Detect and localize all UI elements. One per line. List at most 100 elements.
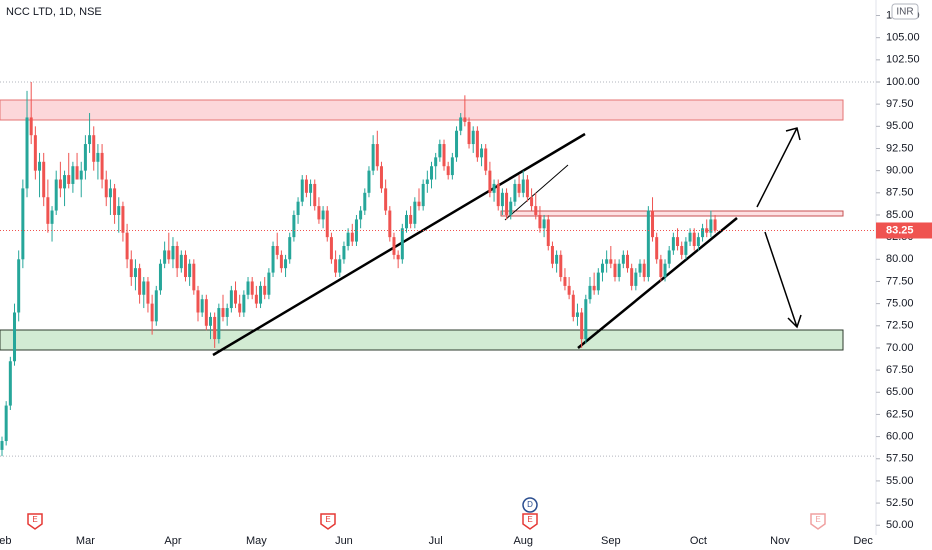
candle-body: [617, 263, 621, 278]
candle-body: [659, 259, 663, 278]
candle-body: [713, 219, 717, 231]
candle-body: [346, 232, 350, 247]
x-tick-label: Aug: [513, 535, 533, 547]
y-tick-label: 65.00: [886, 386, 914, 398]
y-tick-label: 92.50: [886, 142, 914, 154]
candle-body: [4, 405, 8, 442]
x-tick-label: Apr: [164, 535, 181, 547]
last-price-box: [876, 222, 932, 239]
event-icon: E: [27, 513, 43, 530]
candle-body: [646, 210, 650, 278]
candle-body: [563, 277, 567, 286]
candle-body: [33, 135, 37, 171]
x-tick-label: Feb: [0, 535, 11, 547]
candle-body: [275, 246, 279, 255]
event-icon: E: [522, 513, 538, 530]
candle-body: [404, 214, 408, 229]
candle-body: [596, 272, 600, 291]
candle-body: [29, 117, 33, 136]
candle-body: [142, 281, 146, 295]
last-price-label: 83.25: [886, 224, 914, 236]
candle-body: [471, 130, 475, 145]
y-tick-label: 67.50: [886, 364, 914, 376]
candle-body: [621, 254, 625, 264]
candle-body: [192, 263, 196, 291]
candle-body: [642, 263, 646, 278]
candle-body: [384, 188, 388, 211]
candle-body: [388, 210, 392, 238]
candle-body: [400, 228, 404, 260]
candle-body: [550, 246, 554, 264]
y-tick-label: 102.50: [886, 54, 920, 66]
candle-body: [542, 219, 546, 229]
x-tick-label: Nov: [770, 535, 790, 547]
candle-body: [96, 152, 100, 162]
event-letter: E: [325, 515, 330, 524]
candle-body: [196, 290, 200, 313]
candle-body: [25, 117, 29, 189]
candle-body: [8, 361, 12, 406]
candle-body: [534, 206, 538, 215]
y-tick-label: 60.00: [886, 431, 914, 443]
candle-body: [696, 237, 700, 247]
y-tick-label: 57.50: [886, 453, 914, 465]
candle-body: [0, 441, 4, 450]
event-letter: E: [32, 515, 37, 524]
candle-body: [413, 201, 417, 224]
y-tick-label: 72.50: [886, 320, 914, 332]
candle-body: [108, 188, 112, 198]
event-badge: [27, 513, 43, 530]
candle-body: [538, 214, 542, 229]
candle-body: [313, 183, 317, 207]
candle-body: [480, 148, 484, 158]
event-icon: E: [320, 513, 336, 530]
event-badge: [810, 513, 826, 530]
candle-body: [158, 263, 162, 291]
candle-body: [238, 303, 242, 313]
y-tick-label: 70.00: [886, 342, 914, 354]
candle-body: [67, 175, 71, 184]
candle-body: [104, 179, 108, 198]
candle-body: [567, 285, 571, 295]
candle-body: [17, 259, 21, 313]
candle-body: [129, 259, 133, 278]
event-badge: [522, 513, 538, 530]
candle-body: [663, 263, 667, 278]
candle-body: [367, 170, 371, 193]
candle-body: [488, 170, 492, 193]
candle-body: [425, 179, 429, 184]
candle-body: [459, 117, 463, 131]
y-tick-label: 87.50: [886, 187, 914, 199]
candle-body: [634, 272, 638, 286]
candle-body: [50, 210, 54, 224]
breakout-zone: [500, 210, 844, 217]
candle-body: [63, 175, 67, 189]
candle-body: [363, 192, 367, 211]
candle-body: [317, 206, 321, 220]
candle-body: [325, 210, 329, 238]
candle-body: [684, 241, 688, 255]
candle-body: [521, 179, 525, 193]
candle-body: [575, 312, 579, 317]
candle-body: [571, 294, 575, 317]
candle-body: [213, 316, 217, 340]
candle-body: [300, 179, 304, 202]
trend-line: [212, 132, 586, 357]
candle-body: [342, 246, 346, 260]
event-icon: E: [810, 513, 826, 530]
candle-body: [292, 214, 296, 238]
candle-body: [250, 281, 254, 295]
candle-body: [225, 308, 229, 317]
arrow-down: [764, 231, 802, 329]
candle-body: [379, 166, 383, 189]
candle-body: [150, 303, 154, 322]
candle-body: [600, 263, 604, 273]
candle-body: [421, 183, 425, 207]
candle-body: [676, 237, 680, 247]
y-tick-label: 90.00: [886, 165, 914, 177]
candle-body: [171, 246, 175, 260]
candle-body: [259, 285, 263, 304]
x-tick-label: Dec: [853, 535, 873, 547]
candle-body: [146, 281, 150, 304]
y-tick-label: 55.00: [886, 475, 914, 487]
